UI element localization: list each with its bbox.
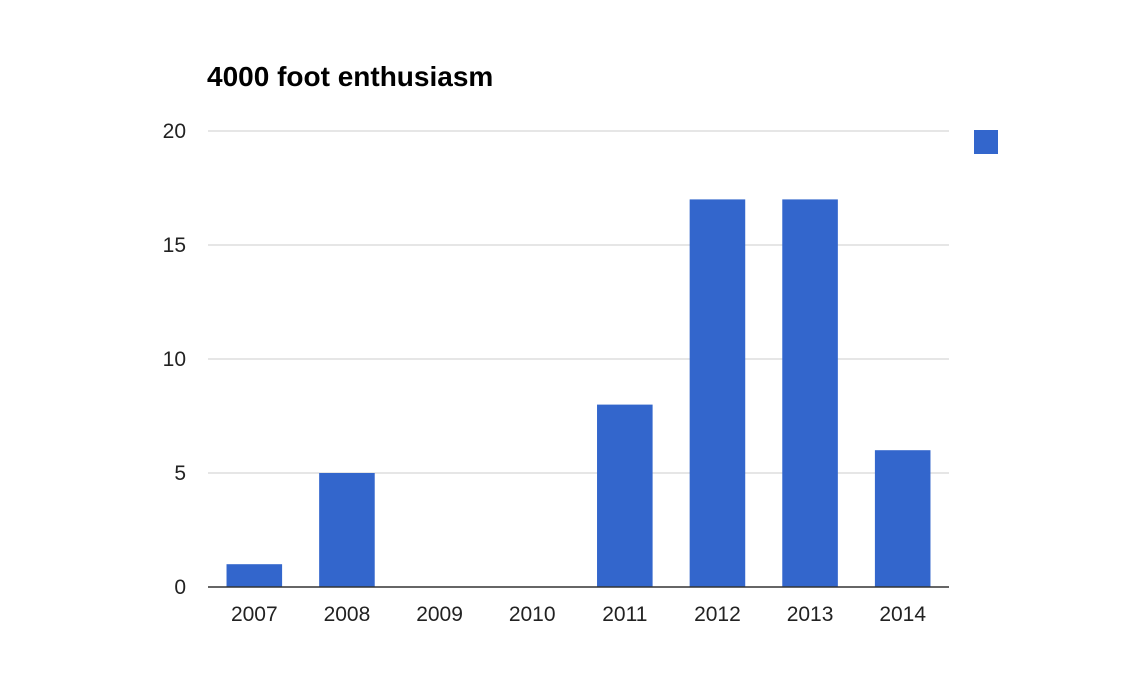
x-tick-label: 2008 (324, 603, 371, 626)
bar-2014[interactable] (874, 450, 931, 587)
bar-2008[interactable] (319, 473, 375, 587)
x-tick-label: 2009 (416, 603, 463, 626)
bar-2011[interactable] (597, 404, 653, 587)
x-tick-label: 2011 (602, 603, 647, 626)
chart-title: 4000 foot enthusiasm (207, 61, 493, 92)
bar-2013[interactable] (782, 199, 838, 587)
y-tick-label: 15 (163, 234, 186, 257)
x-tick-label: 2013 (787, 603, 834, 626)
legend-swatch[interactable] (974, 130, 998, 154)
y-tick-label: 0 (174, 576, 186, 599)
y-tick-label: 20 (163, 120, 186, 143)
bar-2012[interactable] (689, 199, 746, 587)
x-axis-tick-labels: 2007 2008 2009 2010 2011 2012 2013 2014 (231, 603, 926, 626)
x-tick-label: 2007 (231, 603, 278, 626)
bars (226, 199, 931, 587)
x-tick-label: 2014 (879, 603, 926, 626)
x-tick-label: 2010 (509, 603, 556, 626)
y-tick-label: 5 (174, 462, 186, 485)
bar-2007[interactable] (226, 564, 283, 587)
x-tick-label: 2012 (694, 603, 741, 626)
y-axis-tick-labels: 0 5 10 15 20 (163, 120, 186, 599)
y-tick-label: 10 (163, 348, 186, 371)
